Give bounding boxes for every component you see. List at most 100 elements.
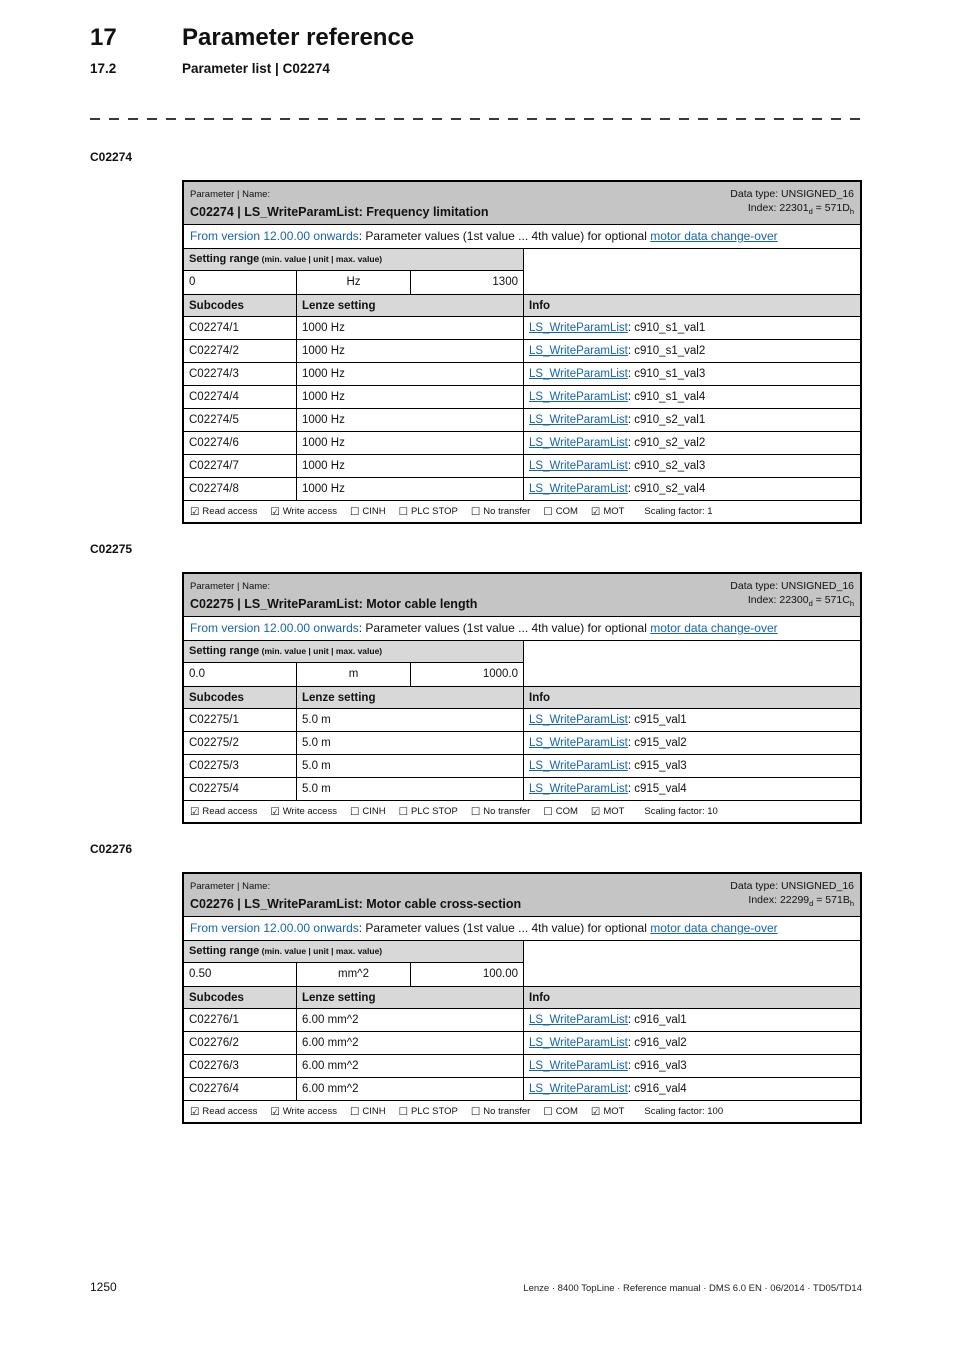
page-number: 1250 [90, 1280, 117, 1294]
parameter-meta-block: Data type: UNSIGNED_16 Index: 22301d = 57… [730, 187, 854, 220]
ls-writeparamlist-link[interactable]: LS_WriteParamList [529, 391, 628, 403]
parameter-anchor-label: C02275 [90, 542, 133, 556]
index-hex-suffix: h [849, 207, 854, 217]
access-flag-label: PLC STOP [411, 1106, 458, 1117]
access-flag-label: Read access [202, 806, 258, 817]
lenze-setting-cell: 5.0 m [297, 732, 524, 754]
index-dec: 22301 [779, 202, 809, 214]
ls-writeparamlist-link[interactable]: LS_WriteParamList [529, 1083, 628, 1095]
range-min-value: 0.0 [184, 663, 297, 686]
data-type: Data type: UNSIGNED_16 [730, 880, 854, 892]
lenze-setting-cell: 6.00 mm^2 [297, 1078, 524, 1100]
checkbox-unchecked-icon: ☐ [398, 805, 409, 818]
subcode-cell: C02276/1 [184, 1009, 297, 1031]
motor-data-change-over-link[interactable]: motor data change-over [650, 621, 778, 635]
setting-range-header: Setting range (min. value | unit | max. … [184, 941, 523, 963]
parameter-name: C02275 | LS_WriteParamList: Motor cable … [190, 597, 478, 611]
checkbox-unchecked-icon: ☐ [470, 805, 481, 818]
parameter-table-header: Parameter | Name: C02275 | LS_WriteParamL… [184, 574, 860, 617]
info-cell: LS_WriteParamList: c910_s2_val3 [524, 455, 860, 477]
setting-range-header: Setting range (min. value | unit | max. … [184, 641, 523, 663]
scaling-factor: Scaling factor: 100 [644, 1106, 724, 1117]
checkbox-checked-icon: ☑ [590, 1105, 601, 1118]
info-cell: LS_WriteParamList: c915_val4 [524, 778, 860, 800]
ls-writeparamlist-link[interactable]: LS_WriteParamList [529, 414, 628, 426]
info-cell: LS_WriteParamList: c910_s2_val4 [524, 478, 860, 500]
motor-data-change-over-link[interactable]: motor data change-over [650, 229, 778, 243]
access-flag-label: Write access [282, 806, 337, 817]
index-value: Index: 22300d = 571Ch [730, 593, 854, 611]
motor-data-change-over-link[interactable]: motor data change-over [650, 921, 778, 935]
info-text: : c910_s2_val3 [627, 460, 706, 472]
ls-writeparamlist-link[interactable]: LS_WriteParamList [529, 737, 628, 749]
ls-writeparamlist-link[interactable]: LS_WriteParamList [529, 460, 628, 472]
parameter-sections: C02274 Parameter | Name: C02274 | LS_Write… [0, 150, 954, 1124]
ls-writeparamlist-link[interactable]: LS_WriteParamList [529, 368, 628, 380]
access-flag-label: Read access [202, 1106, 258, 1117]
info-text: : c910_s2_val2 [627, 437, 706, 449]
access-flag: ☑ Write access [270, 1104, 337, 1119]
parameter-title-block: Parameter | Name: C02274 | LS_WriteParamL… [190, 187, 489, 220]
ls-writeparamlist-link[interactable]: LS_WriteParamList [529, 714, 628, 726]
setting-range-values: 0.50 mm^2 100.00 [184, 963, 523, 986]
ls-writeparamlist-link[interactable]: LS_WriteParamList [529, 322, 628, 334]
access-flag-label: COM [555, 1106, 578, 1117]
access-flag-label: COM [555, 506, 578, 517]
subcode-cell: C02274/5 [184, 409, 297, 431]
subcode-row: C02274/2 1000 Hz LS_WriteParamList: c910_s… [184, 340, 860, 363]
version-note-lead: From version 12.00.00 onwards [190, 921, 359, 935]
range-max-value: 1000.0 [482, 668, 518, 680]
version-note-text: : Parameter values (1st value ... 4th va… [358, 621, 651, 635]
access-flag: ☐ COM [543, 1104, 578, 1119]
index-equals: = [812, 202, 825, 214]
subcode-row: C02275/2 5.0 m LS_WriteParamList: c915_val… [184, 732, 860, 755]
checkbox-unchecked-icon: ☐ [543, 505, 553, 518]
access-flag: ☐ COM [543, 504, 578, 519]
index-value: Index: 22299d = 571Bh [730, 893, 854, 911]
parameter-title-block: Parameter | Name: C02275 | LS_WriteParamL… [190, 579, 477, 612]
setting-range-table: Setting range (min. value | unit | max. … [184, 249, 524, 294]
info-text: : c915_val2 [627, 737, 687, 749]
subcode-cell: C02276/4 [184, 1078, 297, 1100]
access-flag: ☐ PLC STOP [399, 504, 458, 519]
subcode-cell: C02276/2 [184, 1032, 297, 1054]
checkbox-checked-icon: ☑ [190, 1105, 200, 1118]
ls-writeparamlist-link[interactable]: LS_WriteParamList [529, 483, 628, 495]
ls-writeparamlist-link[interactable]: LS_WriteParamList [529, 345, 628, 357]
access-flag-label: No transfer [483, 506, 531, 517]
index-hex: 571B [825, 894, 850, 906]
ls-writeparamlist-link[interactable]: LS_WriteParamList [529, 783, 628, 795]
info-cell: LS_WriteParamList: c915_val3 [524, 755, 860, 777]
version-note-lead: From version 12.00.00 onwards [190, 621, 359, 635]
info-text: : c916_val4 [627, 1083, 687, 1095]
access-flag-label: CINH [362, 806, 386, 817]
ls-writeparamlist-link[interactable]: LS_WriteParamList [529, 1037, 628, 1049]
parameter-section: C02275 Parameter | Name: C02275 | LS_Write… [90, 542, 862, 824]
ls-writeparamlist-link[interactable]: LS_WriteParamList [529, 1060, 628, 1072]
subcode-row: C02274/4 1000 Hz LS_WriteParamList: c910_s… [184, 386, 860, 409]
info-text: : c916_val2 [627, 1037, 687, 1049]
lenze-setting-cell: 1000 Hz [297, 317, 524, 339]
lenze-setting-cell: 5.0 m [297, 709, 524, 731]
parameter-section: C02276 Parameter | Name: C02276 | LS_Write… [90, 842, 862, 1124]
checkbox-checked-icon: ☑ [270, 805, 280, 818]
parameter-table: Parameter | Name: C02276 | LS_WriteParamL… [182, 872, 862, 1124]
ls-writeparamlist-link[interactable]: LS_WriteParamList [529, 760, 628, 772]
version-note-text: : Parameter values (1st value ... 4th va… [358, 229, 651, 243]
subcode-row: C02274/8 1000 Hz LS_WriteParamList: c910_s… [184, 478, 860, 501]
parameter-meta-block: Data type: UNSIGNED_16 Index: 22300d = 57… [730, 579, 854, 612]
index-equals: = [812, 594, 825, 606]
access-flag-label: Write access [282, 506, 337, 517]
lenze-setting-cell: 1000 Hz [297, 478, 524, 500]
access-flag-label: Read access [202, 506, 258, 517]
subcodes-header-row: Subcodes Lenze setting Info [184, 987, 860, 1009]
info-text: : c910_s1_val4 [627, 391, 706, 403]
ls-writeparamlist-link[interactable]: LS_WriteParamList [529, 1014, 628, 1026]
subcode-row: C02274/1 1000 Hz LS_WriteParamList: c910_s… [184, 317, 860, 340]
chapter-heading: 17 Parameter reference [90, 24, 862, 52]
index-hex-suffix: h [849, 599, 854, 609]
checkbox-checked-icon: ☑ [190, 505, 200, 518]
index-dec: 22300 [779, 594, 809, 606]
ls-writeparamlist-link[interactable]: LS_WriteParamList [529, 437, 628, 449]
access-flag-label: PLC STOP [411, 806, 458, 817]
